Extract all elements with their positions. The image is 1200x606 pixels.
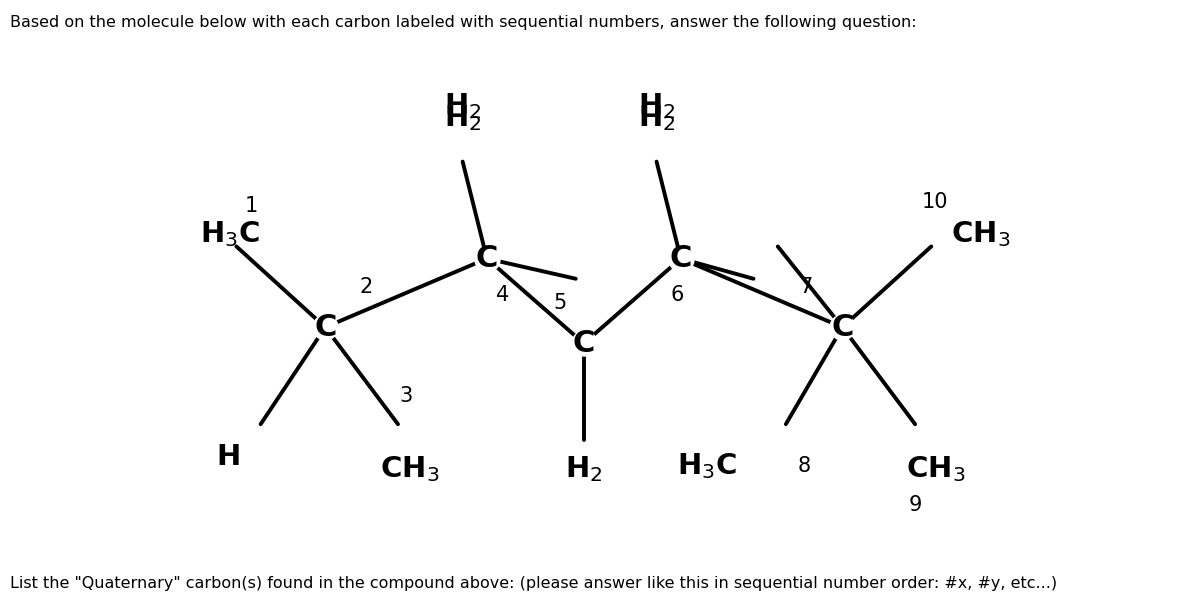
Text: H$_2$: H$_2$: [565, 454, 602, 484]
Text: H$_3$C: H$_3$C: [200, 219, 260, 249]
Text: H$_3$C: H$_3$C: [677, 451, 737, 481]
Text: 8: 8: [798, 456, 811, 476]
Text: H$_2$: H$_2$: [444, 104, 481, 133]
Text: List the "Quaternary" carbon(s) found in the compound above: (please answer like: List the "Quaternary" carbon(s) found in…: [10, 576, 1057, 591]
Text: C: C: [314, 313, 336, 342]
Text: CH$_3$: CH$_3$: [380, 454, 439, 484]
Text: C: C: [572, 329, 595, 358]
Text: 6: 6: [670, 285, 684, 305]
Text: CH$_3$: CH$_3$: [906, 454, 965, 484]
Text: 3: 3: [400, 386, 413, 406]
Text: 5: 5: [553, 293, 566, 313]
Text: C: C: [475, 244, 498, 273]
Text: CH$_3$: CH$_3$: [952, 219, 1010, 249]
Text: C: C: [832, 313, 853, 342]
Text: Based on the molecule below with each carbon labeled with sequential numbers, an: Based on the molecule below with each ca…: [10, 15, 917, 30]
Text: 10: 10: [922, 192, 948, 212]
Text: C: C: [670, 244, 692, 273]
Text: 1: 1: [245, 196, 258, 216]
Text: 2: 2: [359, 277, 372, 297]
Text: H$_2$: H$_2$: [637, 104, 676, 133]
Text: H: H: [216, 442, 240, 470]
Text: H$_2$: H$_2$: [637, 92, 676, 121]
Text: H$_2$: H$_2$: [444, 92, 481, 121]
Text: 9: 9: [908, 495, 922, 515]
Text: 7: 7: [799, 277, 812, 297]
Text: 4: 4: [497, 285, 510, 305]
